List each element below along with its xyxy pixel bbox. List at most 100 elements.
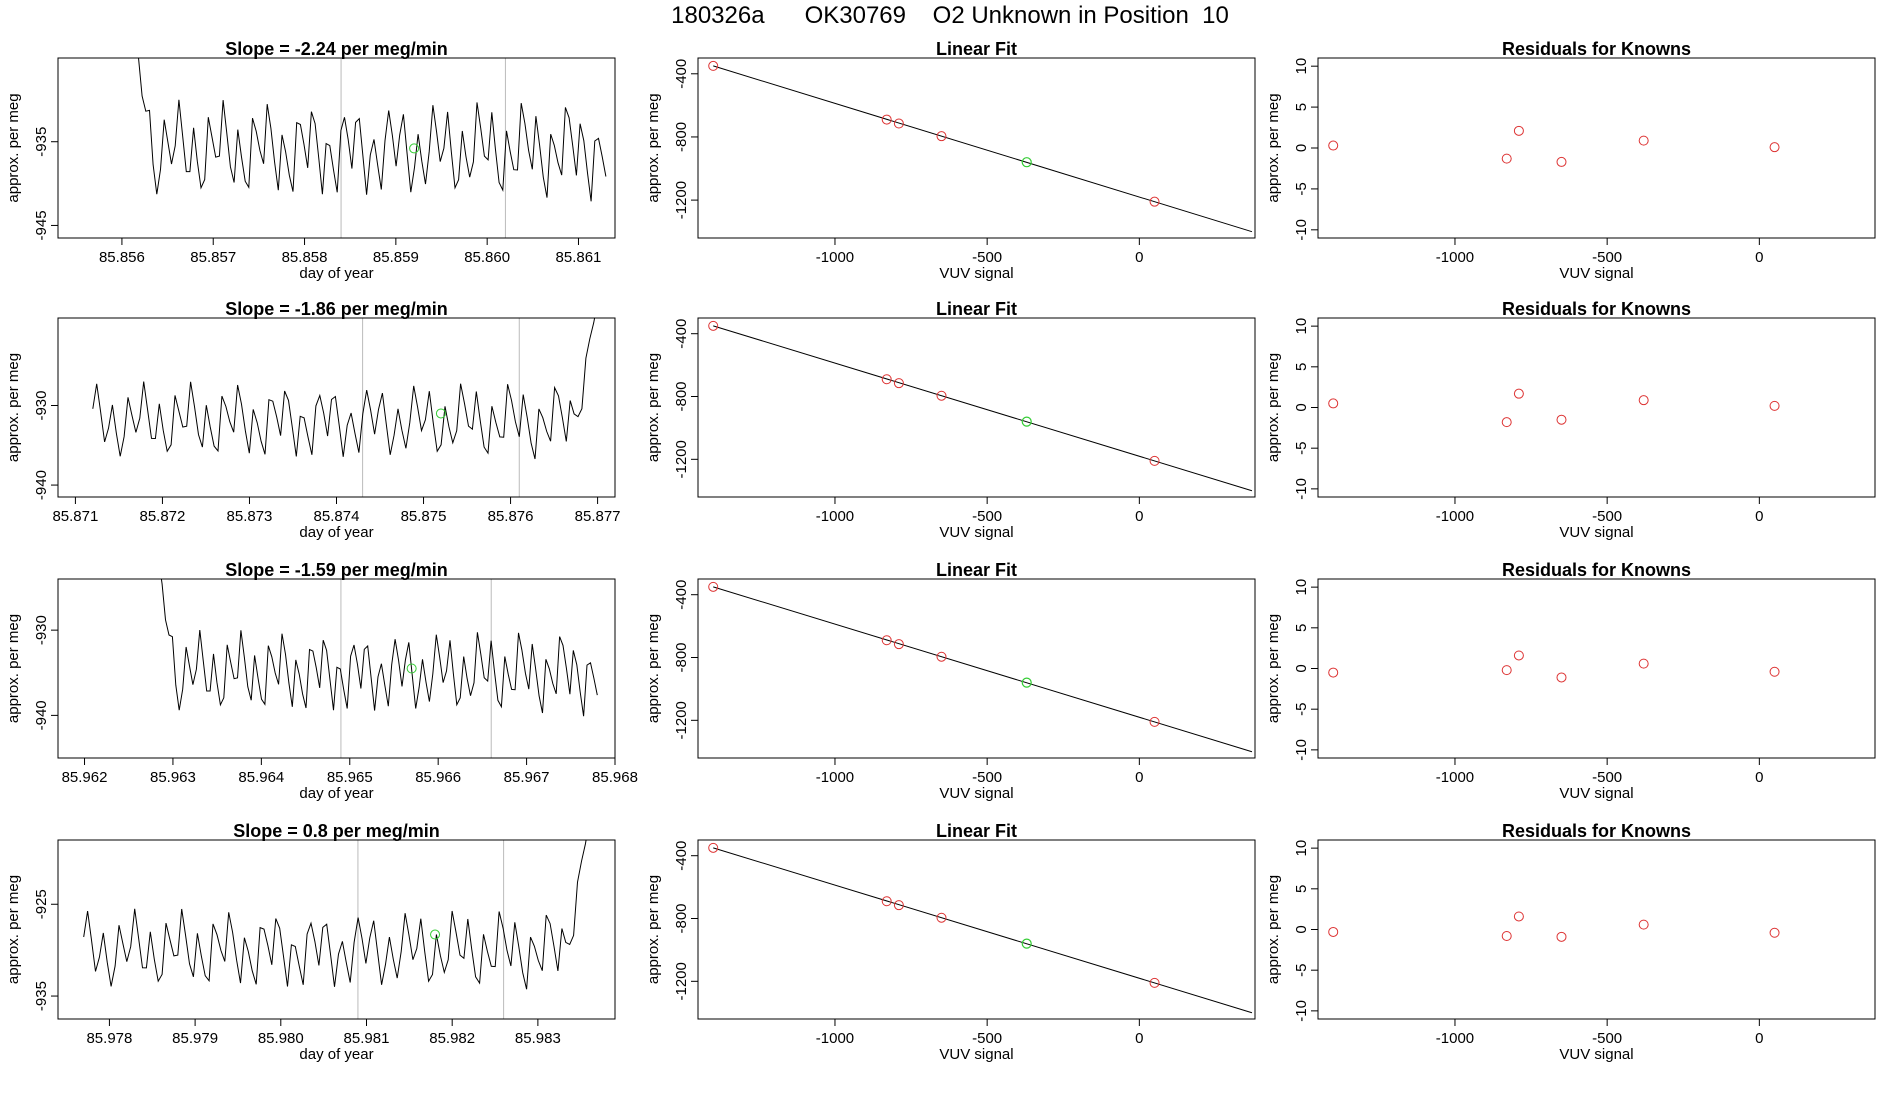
x-tick-label: -500: [972, 508, 1002, 525]
data-point: [1769, 927, 1780, 938]
x-tick-label: 85.860: [464, 249, 510, 266]
data-point: [1556, 414, 1567, 425]
y-tick-label: -945: [33, 210, 50, 240]
y-tick-label: -5: [1293, 964, 1310, 977]
plot-frame: [1317, 839, 1876, 1020]
data-point: [936, 912, 947, 923]
x-axis-label: day of year: [299, 785, 373, 802]
x-tick-label: 85.856: [99, 249, 145, 266]
data-point: [708, 60, 719, 71]
plot-frame: [57, 57, 616, 239]
chart-panel: Slope = 0.8 per meg/min 85.978 85.979 85.98…: [5, 821, 616, 1063]
y-tick-label: -1200: [673, 440, 690, 478]
x-tick-label: -1000: [1436, 249, 1474, 266]
y-axis-label: approx. per meg: [5, 353, 22, 462]
data-point: [1638, 395, 1649, 406]
y-tick-label: 0: [1293, 144, 1310, 152]
x-tick-label: 85.872: [139, 508, 185, 525]
series-line: [92, 318, 596, 460]
unknown-point: [1021, 416, 1032, 427]
chart-title: Slope = 0.8 per meg/min: [233, 821, 440, 841]
chart-title: Linear Fit: [936, 560, 1017, 580]
data-point: [708, 581, 719, 592]
data-point: [1149, 977, 1160, 988]
data-point: [1328, 667, 1339, 678]
y-tick-label: 10: [1293, 840, 1310, 857]
y-tick-label: 5: [1293, 363, 1310, 371]
x-tick-label: 85.871: [52, 508, 98, 525]
chart-title: Slope = -1.59 per meg/min: [225, 560, 448, 580]
data-point: [1556, 672, 1567, 683]
chart-title: Residuals for Knowns: [1502, 821, 1691, 841]
highlight-point: [430, 929, 441, 940]
data-point: [1769, 400, 1780, 411]
data-point: [881, 114, 892, 125]
data-point: [936, 131, 947, 142]
x-tick-label: 85.968: [592, 769, 638, 786]
plot-frame: [57, 578, 616, 759]
y-axis-label: approx. per meg: [1265, 614, 1282, 723]
data-point: [1513, 125, 1524, 136]
y-axis-label: approx. per meg: [645, 875, 662, 984]
chart-title: Residuals for Knowns: [1502, 299, 1691, 319]
y-tick-label: -1200: [673, 181, 690, 219]
data-point: [1328, 926, 1339, 937]
y-tick-label: -940: [33, 700, 50, 730]
x-tick-label: 85.965: [327, 769, 373, 786]
data-point: [1501, 931, 1512, 942]
fit-line: [713, 65, 1253, 233]
y-tick-label: -400: [673, 59, 690, 89]
y-axis-label: approx. per meg: [5, 875, 22, 984]
y-tick-label: -935: [33, 127, 50, 157]
data-point: [1638, 658, 1649, 669]
plot-frame: [697, 57, 1256, 239]
chart-title: Linear Fit: [936, 299, 1017, 319]
data-point: [893, 900, 904, 911]
plot-frame: [1317, 578, 1876, 759]
y-tick-label: -5: [1293, 442, 1310, 455]
x-tick-label: -1000: [816, 769, 854, 786]
data-point: [708, 320, 719, 331]
y-tick-label: 10: [1293, 58, 1310, 75]
data-point: [893, 118, 904, 129]
unknown-point: [1021, 157, 1032, 168]
y-tick-label: 10: [1293, 318, 1310, 335]
y-tick-label: -930: [33, 615, 50, 645]
x-tick-label: 85.877: [575, 508, 621, 525]
x-tick-label: 85.859: [373, 249, 419, 266]
y-tick-label: -800: [673, 122, 690, 152]
x-tick-label: 85.966: [415, 769, 461, 786]
x-tick-label: -500: [1592, 1030, 1622, 1047]
chart-panel: Residuals for Knowns -1000 -500 0 10 5 0 -5 -10 V…: [1265, 39, 1876, 282]
highlight-point: [406, 663, 417, 674]
data-point: [1513, 388, 1524, 399]
y-tick-label: -10: [1293, 739, 1310, 761]
x-axis-label: VUV signal: [939, 785, 1013, 802]
plot-frame: [1317, 57, 1876, 239]
data-point: [1501, 665, 1512, 676]
chart-panel: Residuals for Knowns -1000 -500 0 10 5 0 -5 -10 V…: [1265, 821, 1876, 1063]
data-point: [1769, 666, 1780, 677]
x-tick-label: 85.967: [504, 769, 550, 786]
y-tick-label: -800: [673, 642, 690, 672]
x-tick-label: 85.861: [556, 249, 602, 266]
fit-line: [713, 586, 1253, 753]
y-tick-label: 5: [1293, 103, 1310, 111]
data-point: [881, 374, 892, 385]
x-tick-label: 85.964: [238, 769, 284, 786]
fit-line: [713, 847, 1253, 1014]
x-tick-label: -500: [1592, 769, 1622, 786]
data-point: [708, 842, 719, 853]
y-tick-label: -940: [33, 470, 50, 500]
x-tick-label: 85.857: [190, 249, 236, 266]
x-tick-label: 85.963: [150, 769, 196, 786]
unknown-point: [1021, 677, 1032, 688]
x-tick-label: -1000: [1436, 508, 1474, 525]
y-tick-label: -400: [673, 580, 690, 610]
y-tick-label: -10: [1293, 1000, 1310, 1022]
x-tick-label: 0: [1135, 769, 1143, 786]
y-tick-label: -400: [673, 841, 690, 871]
series-line: [83, 840, 587, 990]
x-tick-label: 0: [1755, 769, 1763, 786]
y-tick-label: -10: [1293, 219, 1310, 241]
